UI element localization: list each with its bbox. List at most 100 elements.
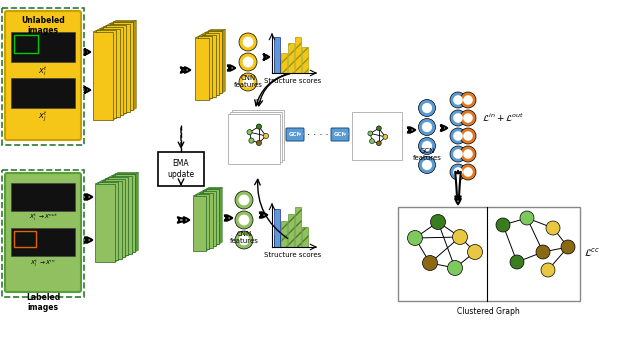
Polygon shape bbox=[130, 22, 133, 112]
Bar bbox=[195, 38, 209, 100]
Circle shape bbox=[239, 195, 250, 205]
Circle shape bbox=[239, 215, 250, 225]
Polygon shape bbox=[123, 25, 126, 115]
Text: $\mathcal{L}^{cc}$: $\mathcal{L}^{cc}$ bbox=[584, 247, 600, 259]
Circle shape bbox=[249, 138, 254, 143]
Bar bbox=[14, 231, 36, 247]
Polygon shape bbox=[216, 33, 219, 97]
Circle shape bbox=[431, 215, 445, 230]
Bar bbox=[100, 29, 120, 117]
Bar bbox=[203, 191, 216, 246]
Circle shape bbox=[422, 122, 432, 132]
Circle shape bbox=[453, 131, 463, 141]
Text: Unlabeled
images: Unlabeled images bbox=[21, 16, 65, 35]
Text: Labeled
images: Labeled images bbox=[26, 293, 60, 313]
Bar bbox=[99, 182, 118, 260]
Polygon shape bbox=[203, 189, 219, 191]
Text: Structure scores: Structure scores bbox=[264, 252, 322, 258]
Circle shape bbox=[235, 211, 253, 229]
Circle shape bbox=[460, 146, 476, 162]
Bar bbox=[230, 112, 282, 162]
Polygon shape bbox=[118, 181, 122, 260]
Circle shape bbox=[460, 92, 476, 108]
Circle shape bbox=[419, 100, 435, 117]
Bar bbox=[281, 221, 287, 247]
Circle shape bbox=[463, 95, 473, 105]
Bar bbox=[113, 22, 133, 110]
Bar bbox=[102, 181, 122, 259]
Bar bbox=[288, 214, 294, 247]
Polygon shape bbox=[219, 31, 222, 95]
Bar bbox=[103, 27, 123, 115]
Polygon shape bbox=[108, 176, 132, 177]
Circle shape bbox=[376, 126, 381, 131]
Circle shape bbox=[419, 138, 435, 155]
FancyBboxPatch shape bbox=[286, 128, 304, 141]
Polygon shape bbox=[209, 36, 212, 100]
Circle shape bbox=[450, 128, 466, 144]
Bar bbox=[198, 36, 212, 98]
Text: Structure scores: Structure scores bbox=[264, 78, 322, 84]
Circle shape bbox=[243, 77, 253, 87]
Bar bbox=[206, 189, 219, 244]
Polygon shape bbox=[196, 193, 212, 194]
Circle shape bbox=[460, 164, 476, 180]
Text: EMA
update: EMA update bbox=[168, 159, 195, 179]
Polygon shape bbox=[125, 177, 129, 257]
Polygon shape bbox=[113, 20, 136, 22]
Polygon shape bbox=[106, 24, 130, 25]
Circle shape bbox=[419, 119, 435, 136]
Text: · · · · ·: · · · · · bbox=[301, 130, 329, 140]
Circle shape bbox=[450, 164, 466, 180]
Polygon shape bbox=[193, 194, 209, 196]
Circle shape bbox=[235, 191, 253, 209]
Circle shape bbox=[422, 141, 432, 151]
Text: $X_j^t$ $\rightarrow X^{in}$: $X_j^t$ $\rightarrow X^{in}$ bbox=[30, 258, 56, 270]
Polygon shape bbox=[135, 172, 138, 252]
FancyBboxPatch shape bbox=[5, 173, 81, 292]
Circle shape bbox=[452, 230, 467, 244]
Polygon shape bbox=[205, 31, 222, 33]
Bar bbox=[202, 35, 216, 97]
Bar bbox=[208, 31, 222, 93]
Circle shape bbox=[239, 53, 257, 71]
Circle shape bbox=[453, 95, 463, 105]
Circle shape bbox=[463, 113, 473, 123]
Text: CNN
features: CNN features bbox=[230, 231, 259, 244]
Polygon shape bbox=[113, 30, 116, 120]
Polygon shape bbox=[222, 29, 225, 93]
Bar bbox=[288, 43, 294, 73]
Bar bbox=[95, 184, 115, 262]
Bar bbox=[302, 47, 307, 73]
Polygon shape bbox=[195, 36, 212, 38]
Circle shape bbox=[450, 146, 466, 162]
Bar bbox=[158, 152, 204, 186]
Polygon shape bbox=[208, 29, 225, 31]
Circle shape bbox=[467, 244, 483, 259]
Text: GCN: GCN bbox=[289, 132, 301, 137]
Bar bbox=[274, 235, 280, 247]
Bar bbox=[11, 183, 75, 211]
Bar bbox=[196, 194, 209, 249]
Circle shape bbox=[243, 37, 253, 47]
Circle shape bbox=[235, 231, 253, 249]
Polygon shape bbox=[111, 174, 135, 176]
Bar bbox=[205, 33, 219, 95]
Bar bbox=[111, 176, 132, 254]
Polygon shape bbox=[133, 20, 136, 110]
Circle shape bbox=[450, 92, 466, 108]
Polygon shape bbox=[122, 179, 125, 259]
Bar bbox=[398, 207, 580, 301]
Bar bbox=[105, 179, 125, 257]
Polygon shape bbox=[93, 30, 116, 32]
Polygon shape bbox=[97, 29, 120, 30]
Circle shape bbox=[447, 260, 463, 276]
Circle shape bbox=[239, 73, 257, 91]
Polygon shape bbox=[216, 189, 219, 246]
Polygon shape bbox=[103, 25, 126, 27]
Polygon shape bbox=[132, 174, 135, 254]
Bar bbox=[11, 32, 75, 62]
Polygon shape bbox=[105, 177, 129, 179]
Circle shape bbox=[263, 133, 269, 139]
Circle shape bbox=[419, 157, 435, 174]
